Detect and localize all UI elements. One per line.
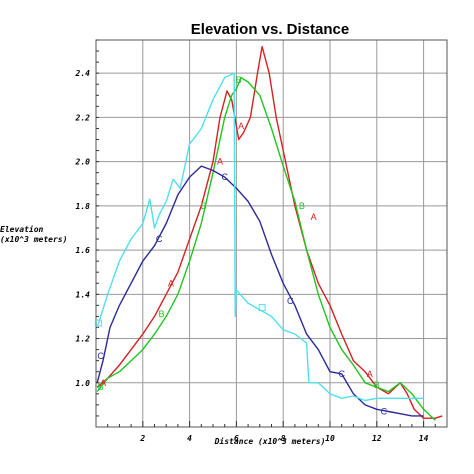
gridlines xyxy=(96,40,447,427)
series-marker-b: B xyxy=(299,201,305,211)
tick-labels: 2 4 6 8 10 12 14 1.0 1.2 1.4 1.6 1.8 2.0 2.2 2.4 xyxy=(75,69,429,443)
series-marker-box xyxy=(94,319,102,327)
series-marker-b: B xyxy=(374,380,380,390)
series-marker-box xyxy=(258,304,266,312)
y-tick-label: 2.0 xyxy=(75,158,91,167)
series-marker-a: A xyxy=(100,378,106,388)
series-marker-c: C xyxy=(287,296,294,306)
series-marker-c: C xyxy=(221,172,228,182)
series-marker-b: B xyxy=(236,75,242,85)
x-tick-label: 14 xyxy=(419,434,429,443)
series-marker-b: B xyxy=(98,382,104,392)
x-tick-label: 6 xyxy=(234,434,239,443)
series-marker-a: A xyxy=(217,157,223,167)
series-marker-a: A xyxy=(168,278,174,288)
series-marker-a: A xyxy=(367,369,373,379)
x-tick-label: 2 xyxy=(139,434,145,443)
y-axis-label-line1: Elevation xyxy=(0,224,44,234)
x-tick-label: 4 xyxy=(187,434,192,443)
y-tick-label: 2.2 xyxy=(75,113,91,122)
series-marker-a: A xyxy=(238,121,244,131)
y-axis-label-line2: (x10^3 meters) xyxy=(0,235,67,244)
series-line-c xyxy=(96,165,424,417)
axes xyxy=(95,39,448,428)
chart-title: Elevation vs. Distance xyxy=(191,21,349,38)
series-line-unlabeled xyxy=(96,72,424,402)
y-tick-label: 1.8 xyxy=(76,202,91,211)
series-marker-a: A xyxy=(311,212,317,222)
series-marker-c: C xyxy=(97,351,104,361)
series-marker-b: B xyxy=(159,309,165,319)
y-tick-label: 2.4 xyxy=(75,69,91,78)
series-lines xyxy=(96,45,443,421)
y-tick-label: 1.2 xyxy=(76,335,91,344)
x-axis-label: Distance (x10^3 meters) xyxy=(214,436,326,446)
y-tick-label: 1.6 xyxy=(76,246,91,255)
plot-frame xyxy=(95,39,448,428)
series-marker-b: B xyxy=(201,201,207,211)
x-tick-label: 8 xyxy=(281,434,286,443)
series-line-b xyxy=(96,76,436,421)
x-tick-label: 12 xyxy=(372,434,382,443)
series-marker-c: C xyxy=(338,369,345,379)
y-tick-label: 1.0 xyxy=(76,379,91,388)
y-tick-label: 1.4 xyxy=(76,290,91,299)
series-marker-c: C xyxy=(156,234,163,244)
x-tick-label: 10 xyxy=(325,434,335,443)
series-line-a xyxy=(96,45,443,419)
series-marker-c: C xyxy=(381,407,388,417)
